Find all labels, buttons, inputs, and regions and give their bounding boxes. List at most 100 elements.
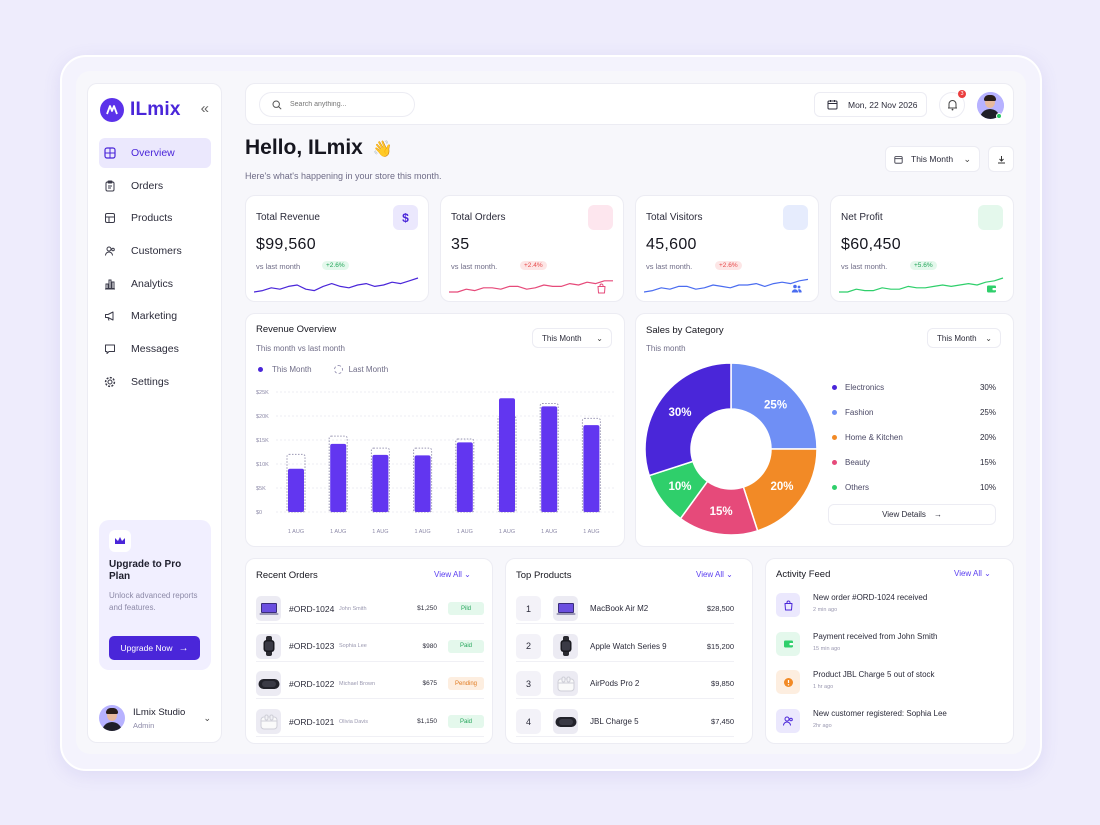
list-item[interactable]: Payment received from John Smith 15 min a…	[776, 631, 1004, 664]
activity-text: New order #ORD-1024 received	[813, 593, 928, 602]
chevron-down-icon: ⌄	[984, 569, 991, 578]
product-rank: 2	[516, 633, 541, 659]
bar-last-month[interactable]	[581, 417, 601, 513]
stat-card-total-visitors[interactable]: Total Visitors 45,600 vs last month. +2.6%	[635, 195, 819, 302]
bar-last-month[interactable]	[413, 447, 433, 513]
logo[interactable]: ILmix	[100, 98, 181, 122]
stat-card-total-orders[interactable]: Total Orders 35 vs last month. +2.4%	[440, 195, 624, 302]
sidebar-item-analytics[interactable]: Analytics	[99, 269, 211, 299]
date-label: Mon, 22 Nov 2026	[848, 99, 918, 110]
stat-delta-badge: +2.6%	[715, 261, 742, 270]
sidebar-item-messages[interactable]: Messages	[99, 334, 211, 364]
top-products-view-all[interactable]: View All ⌄	[696, 570, 733, 579]
sales-subtitle: This month	[646, 344, 686, 353]
sparkline	[254, 277, 419, 293]
bar-last-month[interactable]	[455, 438, 475, 513]
activity-feed-card: Activity Feed View All ⌄ New order #ORD-…	[765, 558, 1014, 744]
notifications-button[interactable]: 3	[939, 90, 966, 118]
bar-this-month[interactable]	[330, 443, 347, 512]
product-revenue: $7,450	[711, 717, 734, 727]
sidebar-item-products[interactable]: Products	[99, 203, 211, 233]
calendar-icon	[894, 155, 903, 164]
view-all-label: View All	[696, 570, 724, 579]
sidebar-item-label: Products	[131, 212, 173, 225]
table-row[interactable]: #ORD-1022 Michael Brown $675 Pending	[256, 669, 484, 700]
sales-by-category-card: 25% 20% 15% 10% 30% Sales by Category This m…	[635, 313, 1014, 547]
bar-chart-icon	[103, 277, 117, 291]
list-item[interactable]: New customer registered: Sophia Lee 2hr a…	[776, 708, 1004, 741]
view-details-label: View Details	[882, 510, 926, 519]
y-tick-label: $20K	[256, 414, 269, 420]
bar-this-month[interactable]	[288, 468, 304, 512]
bar-this-month[interactable]	[414, 455, 431, 512]
stat-card-total-revenue[interactable]: Total Revenue $ $99,560 vs last month +2.6%	[245, 195, 429, 302]
sidebar-item-customers[interactable]: Customers	[99, 236, 211, 266]
table-row[interactable]: #ORD-1024 John Smith $1,250 Pild	[256, 594, 484, 624]
sidebar-item-settings[interactable]: Settings	[99, 367, 211, 397]
upgrade-now-button[interactable]: Upgrade Now →	[109, 636, 200, 660]
stat-card-net-profit[interactable]: Net Profit $60,450 vs last month. +5.6%	[830, 195, 1014, 302]
order-amount: $1,250	[417, 605, 437, 612]
category-percent: 30%	[979, 383, 996, 392]
bar-last-month[interactable]	[286, 453, 306, 513]
list-item[interactable]: 3 AirPods Pro 2 $9,850	[516, 669, 734, 700]
donut-slice-fashion[interactable]	[730, 362, 818, 450]
gear-icon	[103, 375, 117, 389]
status-badge: Paid	[448, 639, 484, 653]
activity-view-all[interactable]: View All ⌄	[954, 569, 991, 578]
period-select[interactable]: This Month ⌄	[885, 146, 980, 172]
donut-slice-label: 15%	[710, 506, 733, 518]
order-amount: $980	[422, 642, 437, 650]
app-name: ILmix	[130, 99, 181, 120]
donut-slice-label: 10%	[669, 481, 692, 493]
recent-orders-view-all[interactable]: View All ⌄	[434, 570, 471, 579]
user-role: Admin	[133, 720, 155, 730]
page-subtitle: Here's what's happening in your store th…	[245, 171, 442, 181]
list-item[interactable]: Product JBL Charge 5 out of stock 1 hr ag…	[776, 670, 1004, 702]
x-tick-label: 1 AUG	[583, 529, 599, 535]
date-picker[interactable]: Mon, 22 Nov 2026	[814, 92, 927, 117]
period-label: This Month	[911, 154, 954, 164]
legend-last-month: Last Month	[348, 365, 389, 374]
view-details-button[interactable]: View Details →	[828, 504, 996, 525]
collapse-sidebar-icon[interactable]: «	[200, 100, 209, 117]
bar-last-month[interactable]	[370, 447, 390, 513]
sidebar-item-label: Customers	[131, 245, 182, 258]
stat-label: Net Profit	[841, 212, 883, 223]
bar-this-month[interactable]	[583, 425, 600, 512]
sparkline	[839, 277, 1004, 293]
list-item[interactable]: 2 Apple Watch Series 9 $15,200	[516, 632, 734, 662]
sidebar-item-orders[interactable]: Orders	[99, 171, 211, 201]
chevron-down-icon: ⌄	[985, 333, 992, 343]
crown-icon	[109, 530, 131, 552]
sidebar-item-marketing[interactable]: Marketing	[99, 301, 211, 331]
bar-this-month[interactable]	[541, 406, 558, 512]
sidebar-nav: Overview Orders Products Customers Analytics…	[99, 138, 211, 400]
user-name: ILmix Studio	[133, 706, 186, 718]
bar-this-month[interactable]	[372, 454, 389, 512]
laptop-icon	[553, 596, 578, 621]
sales-title: Sales by Category	[646, 325, 724, 336]
recent-orders-card: Recent Orders View All ⌄ #ORD-1024 John S…	[245, 558, 493, 744]
table-row[interactable]: #ORD-1021 Olivia Davis $1,150 Paid	[256, 707, 484, 738]
bar-this-month[interactable]	[456, 442, 473, 512]
donut-slice-electronics[interactable]	[644, 362, 732, 477]
download-button[interactable]	[988, 146, 1014, 172]
bar-last-month[interactable]	[328, 435, 348, 513]
earbuds-icon	[256, 709, 281, 735]
sidebar-item-overview[interactable]: Overview	[99, 138, 211, 168]
bar-this-month[interactable]	[499, 398, 515, 512]
user-profile[interactable]: ILmix Studio Admin ⌄	[99, 704, 211, 732]
list-item[interactable]: 1 MacBook Air M2 $28,500	[516, 594, 734, 624]
sales-period-select[interactable]: This Month ⌄	[927, 328, 1001, 348]
search-box[interactable]	[259, 92, 415, 117]
search-input[interactable]	[290, 101, 400, 108]
table-row[interactable]: #ORD-1023 Sophia Lee $980 Paid	[256, 632, 484, 662]
top-products-title: Top Products	[516, 570, 572, 581]
order-amount: $1,150	[417, 718, 437, 726]
bar-last-month[interactable]	[539, 403, 559, 513]
list-item[interactable]: 4 JBL Charge 5 $7,450	[516, 707, 734, 738]
list-item[interactable]: New order #ORD-1024 received 2 min ago	[776, 593, 1004, 625]
online-status-dot	[996, 113, 1002, 119]
revenue-period-select[interactable]: This Month ⌄	[532, 328, 612, 348]
